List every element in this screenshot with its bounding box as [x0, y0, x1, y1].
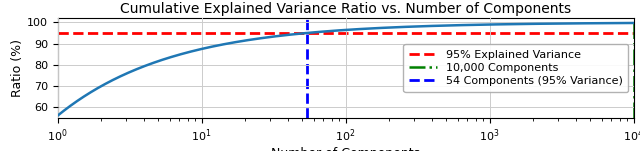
Y-axis label: Ratio (%): Ratio (%) [11, 39, 24, 97]
Legend: 95% Explained Variance, 10,000 Components, 54 Components (95% Variance): 95% Explained Variance, 10,000 Component… [403, 44, 628, 92]
Title: Cumulative Explained Variance Ratio vs. Number of Components: Cumulative Explained Variance Ratio vs. … [120, 2, 571, 16]
95% Explained Variance [54, 32, 61, 34]
X-axis label: Number of Components: Number of Components [271, 147, 420, 151]
